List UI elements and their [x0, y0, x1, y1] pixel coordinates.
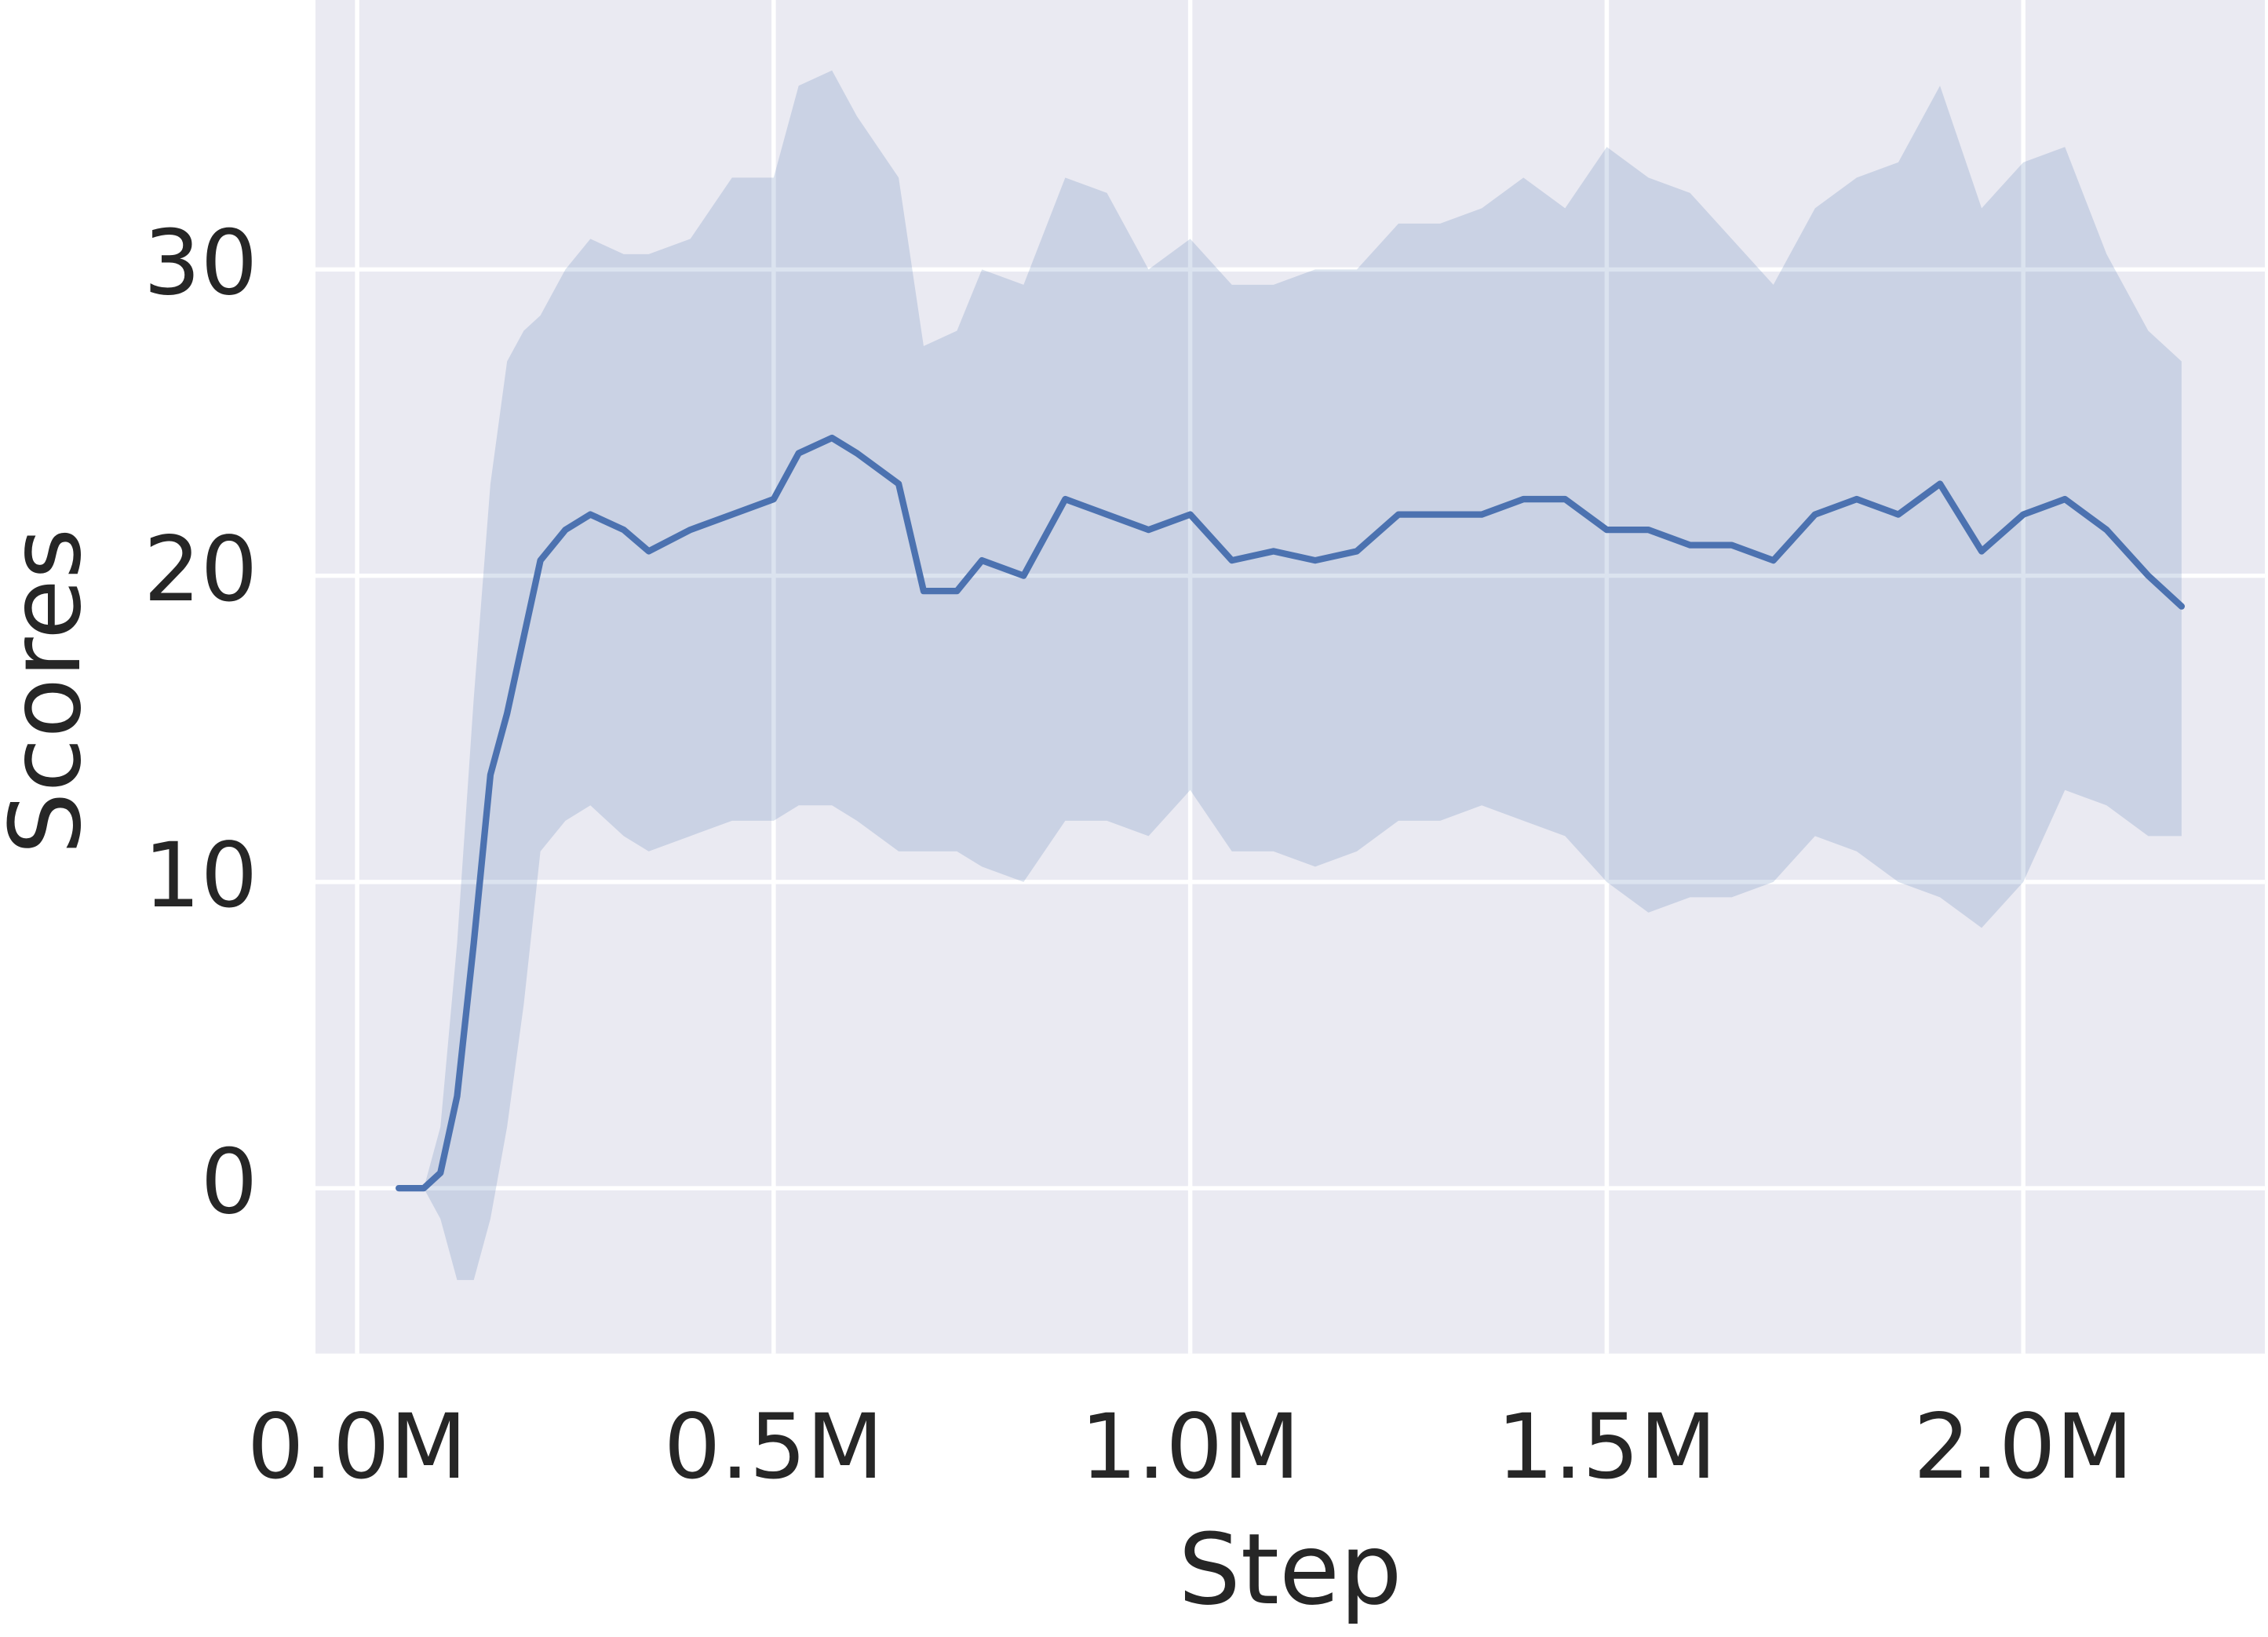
y-tick-label: 20	[144, 517, 257, 622]
x-axis-label: Step	[1178, 1512, 1402, 1627]
plot-area	[315, 0, 2266, 1354]
y-tick-label: 30	[144, 211, 257, 315]
confidence-band	[399, 70, 2182, 1281]
x-tick-label: 2.0M	[1913, 1395, 2133, 1499]
y-tick-label: 10	[144, 823, 257, 928]
x-tick-label: 0.5M	[664, 1395, 884, 1499]
mean-line	[396, 434, 2186, 1192]
y-tick-label: 0	[201, 1129, 258, 1234]
x-tick-label: 1.5M	[1497, 1395, 1716, 1499]
x-tick-label: 1.0M	[1080, 1395, 1300, 1499]
x-tick-label: 0.0M	[247, 1395, 467, 1499]
y-axis-label: Scores	[0, 528, 103, 855]
